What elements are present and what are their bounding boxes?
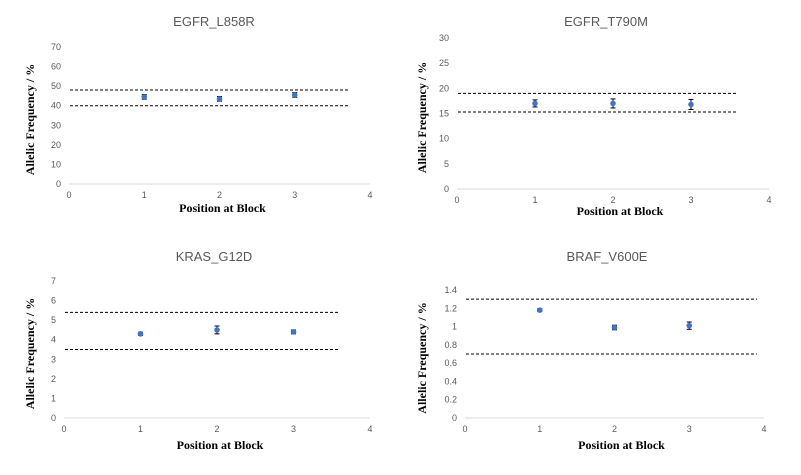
chart-title: EGFR_L858R	[173, 14, 255, 29]
x-tick-label: 4	[761, 424, 766, 434]
x-tick-label: 1	[142, 190, 147, 200]
y-tick-label: 0.8	[444, 340, 457, 350]
x-tick-label: 4	[367, 424, 372, 434]
x-tick-label: 2	[610, 195, 615, 205]
y-tick-label: 0.2	[444, 395, 457, 405]
y-axis-label: Allelic Frequency / %	[415, 62, 429, 173]
y-tick-label: 0	[51, 413, 56, 423]
y-tick-label: 30	[51, 120, 61, 130]
y-tick-label: 1.2	[444, 303, 457, 313]
chart-title: EGFR_T790M	[564, 14, 648, 29]
x-tick-label: 0	[462, 424, 467, 434]
x-tick-label: 3	[687, 424, 692, 434]
chart-title: BRAF_V600E	[567, 249, 648, 264]
y-tick-label: 0.4	[444, 376, 457, 386]
y-tick-label: 20	[439, 83, 449, 93]
y-tick-label: 25	[439, 58, 449, 68]
x-tick-label: 0	[454, 195, 459, 205]
chart-1: EGFR_T790M 0 1 2 3 4 0 5 10 15 20 25 30 Position at B…	[415, 14, 772, 218]
x-axis-label: Position at Block	[177, 438, 264, 452]
y-tick-label: 0	[56, 179, 61, 189]
y-tick-label: 10	[51, 159, 61, 169]
chart-2: KRAS_G12D 0 1 2 3 4 0 1 2 3 4 5 6 7 Position at Block A…	[23, 249, 373, 452]
y-tick-label: 40	[51, 101, 61, 111]
data-point	[214, 327, 220, 333]
y-axis-label: Allelic Frequency / %	[23, 64, 37, 175]
data-point	[137, 331, 144, 337]
chart-title: KRAS_G12D	[176, 249, 253, 264]
y-tick-label: 5	[51, 315, 56, 325]
y-tick-label: 2	[51, 374, 56, 384]
y-tick-label: 7	[51, 276, 56, 286]
data-point	[688, 101, 694, 108]
y-tick-label: 5	[444, 159, 449, 169]
y-tick-label: 6	[51, 296, 56, 306]
y-tick-label: 60	[51, 62, 61, 72]
y-tick-label: 4	[51, 335, 56, 345]
data-point	[290, 329, 297, 335]
x-tick-label: 2	[612, 424, 617, 434]
chart-3: BRAF_V600E 0 1 2 3 4 0 0.2 0.4 0.6 0.8 1 1.2 1.4 Posit…	[415, 249, 767, 452]
y-tick-label: 1	[452, 322, 457, 332]
y-tick-label: 10	[439, 134, 449, 144]
data-point	[686, 322, 693, 329]
y-axis-label: Allelic Frequency / %	[23, 298, 37, 409]
y-tick-label: 50	[51, 81, 61, 91]
y-axis-label: Allelic Frequency / %	[415, 302, 429, 413]
y-tick-label: 20	[51, 140, 61, 150]
x-tick-label: 4	[766, 195, 771, 205]
x-tick-label: 2	[217, 190, 222, 200]
data-point	[611, 324, 618, 331]
x-axis-label: Position at Block	[578, 438, 665, 452]
y-tick-label: 0.6	[444, 358, 457, 368]
y-tick-label: 70	[51, 42, 61, 52]
y-tick-label: 15	[439, 109, 449, 119]
x-axis-label: Position at Block	[179, 201, 266, 215]
x-tick-label: 0	[61, 424, 66, 434]
data-point	[532, 100, 538, 107]
data-point	[291, 92, 298, 98]
y-tick-label: 0	[444, 184, 449, 194]
x-tick-label: 0	[66, 190, 71, 200]
x-tick-label: 1	[532, 195, 537, 205]
x-tick-label: 2	[214, 424, 219, 434]
x-tick-label: 1	[537, 424, 542, 434]
y-tick-label: 1.4	[444, 285, 457, 295]
x-tick-label: 1	[138, 424, 143, 434]
y-tick-label: 3	[51, 354, 56, 364]
y-tick-label: 30	[439, 33, 449, 43]
data-point	[216, 96, 223, 102]
data-point	[141, 94, 148, 100]
data-point	[610, 100, 616, 107]
data-point	[536, 307, 543, 313]
x-tick-label: 3	[292, 190, 297, 200]
x-tick-label: 4	[367, 190, 372, 200]
x-tick-label: 3	[688, 195, 693, 205]
y-tick-label: 1	[51, 393, 56, 403]
y-tick-label: 0	[452, 413, 457, 423]
x-tick-label: 3	[291, 424, 296, 434]
x-axis-label: Position at Block	[577, 204, 664, 218]
